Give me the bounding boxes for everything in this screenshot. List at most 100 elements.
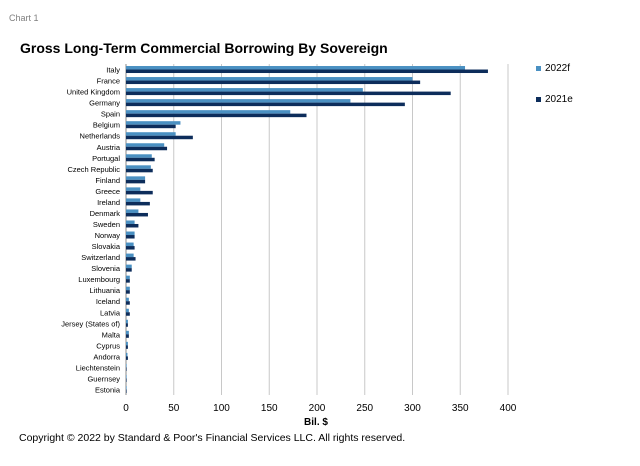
category-label: Luxembourg bbox=[78, 275, 120, 284]
category-label: Austria bbox=[97, 143, 121, 152]
category-label: Malta bbox=[102, 330, 121, 339]
category-label: Cyprus bbox=[96, 341, 120, 350]
bar-2022f bbox=[126, 132, 176, 136]
bars bbox=[126, 66, 488, 393]
chart-title: Gross Long-Term Commercial Borrowing By … bbox=[20, 40, 388, 56]
legend: 2022f 2021e bbox=[536, 63, 573, 105]
bar-2021e bbox=[126, 201, 150, 206]
category-label: Netherlands bbox=[80, 132, 121, 141]
bar-2022f bbox=[126, 231, 135, 236]
bar-2022f bbox=[126, 352, 128, 357]
bar-2022f bbox=[126, 242, 134, 247]
category-label: Spain bbox=[101, 110, 120, 119]
category-label: Estonia bbox=[95, 385, 121, 394]
category-label: Switzerland bbox=[81, 253, 120, 262]
bar-2022f bbox=[126, 165, 151, 169]
bar-2022f bbox=[126, 176, 146, 180]
bar-2021e bbox=[126, 146, 168, 151]
category-label: France bbox=[97, 77, 120, 86]
bar-2021e bbox=[126, 179, 146, 184]
bar-2022f bbox=[126, 275, 130, 280]
bar-2021e bbox=[126, 168, 153, 173]
bar-2022f bbox=[126, 66, 466, 70]
category-label: Germany bbox=[89, 99, 120, 108]
bar-2021e bbox=[126, 223, 139, 228]
category-label: Finland bbox=[95, 176, 120, 185]
bar-2022f bbox=[126, 198, 141, 202]
x-tick-label: 250 bbox=[356, 403, 373, 414]
category-label: Denmark bbox=[90, 209, 121, 218]
bar-2022f bbox=[126, 209, 139, 213]
bar-2022f bbox=[126, 121, 181, 125]
bar-2021e bbox=[126, 378, 127, 382]
gridlines bbox=[125, 64, 509, 395]
bar-2022f bbox=[126, 363, 127, 368]
x-tick-label: 0 bbox=[123, 403, 129, 414]
category-label: Greece bbox=[95, 187, 120, 196]
x-tick-label: 200 bbox=[309, 403, 326, 414]
bar-2021e bbox=[126, 312, 130, 316]
bar-2022f bbox=[126, 220, 135, 224]
category-label: Norway bbox=[95, 231, 121, 240]
bar-2022f bbox=[126, 110, 291, 114]
bar-2021e bbox=[126, 113, 307, 118]
category-label: Slovakia bbox=[92, 242, 121, 251]
bar-2021e bbox=[126, 290, 130, 294]
bar-2021e bbox=[126, 257, 136, 261]
category-label: Ireland bbox=[97, 198, 120, 207]
x-tick-label: 100 bbox=[213, 403, 230, 414]
chart-number-label: Chart 1 bbox=[9, 13, 39, 23]
bar-2022f bbox=[126, 297, 129, 302]
bar-2021e bbox=[126, 356, 128, 360]
category-labels: Italy France United Kingdom Germany Spain Bel… bbox=[61, 66, 121, 395]
x-tick-label: 350 bbox=[452, 403, 469, 414]
bar-2021e bbox=[126, 301, 130, 305]
legend-label-2021e: 2021e bbox=[545, 94, 573, 105]
category-label: Sweden bbox=[93, 220, 120, 229]
bar-2022f bbox=[126, 264, 132, 269]
bar-2022f bbox=[126, 187, 141, 191]
bar-2021e bbox=[126, 268, 132, 272]
bar-2022f bbox=[126, 308, 129, 313]
bar-2022f bbox=[126, 154, 152, 158]
bar-2021e bbox=[126, 69, 488, 74]
bar-2021e bbox=[126, 91, 451, 96]
bar-2022f bbox=[126, 253, 134, 258]
bar-2021e bbox=[126, 135, 193, 140]
legend-swatch-2022f bbox=[536, 66, 541, 71]
bar-2022f bbox=[126, 77, 413, 81]
bar-2021e bbox=[126, 323, 128, 327]
bar-2021e bbox=[126, 389, 127, 393]
bar-2022f bbox=[126, 99, 351, 103]
category-label: Jersey (States of) bbox=[61, 319, 120, 328]
bar-2021e bbox=[126, 190, 153, 195]
bar-2022f bbox=[126, 341, 128, 346]
x-axis-label: Bil. $ bbox=[304, 417, 328, 428]
x-tick-label: 400 bbox=[500, 403, 517, 414]
category-label: Liechtenstein bbox=[76, 363, 120, 372]
x-tick-labels: 0 50 100 150 200 250 300 350 400 bbox=[123, 403, 517, 414]
bar-2021e bbox=[126, 80, 421, 85]
bar-2021e bbox=[126, 279, 130, 283]
x-tick-label: 50 bbox=[168, 403, 180, 414]
bar-2021e bbox=[126, 235, 135, 239]
bar-2021e bbox=[126, 345, 128, 349]
bar-2021e bbox=[126, 334, 129, 338]
category-label: Italy bbox=[106, 66, 120, 75]
bar-2022f bbox=[126, 143, 165, 147]
bar-2021e bbox=[126, 246, 135, 250]
category-label: Belgium bbox=[93, 121, 120, 130]
bar-2021e bbox=[126, 124, 176, 129]
bar-2022f bbox=[126, 330, 129, 335]
copyright-notice: Copyright © 2022 by Standard & Poor's Fi… bbox=[19, 432, 406, 444]
bar-2021e bbox=[126, 102, 405, 107]
category-label: Andorra bbox=[93, 352, 121, 361]
legend-swatch-2021e bbox=[536, 97, 541, 102]
category-label: United Kingdom bbox=[67, 88, 120, 97]
category-label: Czech Republic bbox=[67, 165, 120, 174]
category-label: Slovenia bbox=[91, 264, 121, 273]
bar-2021e bbox=[126, 212, 148, 217]
bar-2021e bbox=[126, 367, 127, 371]
bar-2022f bbox=[126, 88, 363, 92]
